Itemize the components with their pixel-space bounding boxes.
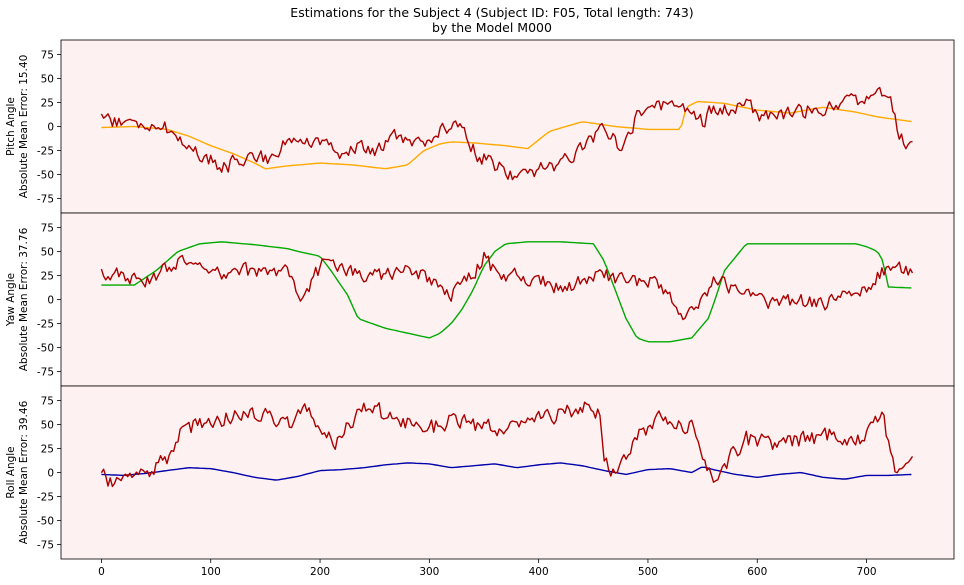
panel-roll-xtick-label: 300 xyxy=(419,566,439,578)
panel-roll-ytick-label: 25 xyxy=(41,443,54,455)
panel-roll-ytick-label: -25 xyxy=(37,492,54,504)
panel-roll-xtick-label: 400 xyxy=(529,566,549,578)
panel-pitch-ground_truth-line xyxy=(101,100,912,170)
panel-roll-background xyxy=(61,386,954,559)
panel-yaw-ytick-label: 0 xyxy=(47,295,54,307)
panel-yaw-ytick-label: -25 xyxy=(37,319,54,331)
panel-pitch-ytick-label: 50 xyxy=(41,73,54,85)
panel-yaw-ytick-label: -50 xyxy=(37,343,54,355)
panel-roll-ylabel-line2: Absolute Mean Error: 39.46 xyxy=(18,400,30,544)
panel-yaw-ytick-label: 50 xyxy=(41,246,54,258)
panel-roll-ytick-label: -50 xyxy=(37,516,54,528)
panel-roll-ytick-label: 0 xyxy=(47,468,54,480)
panel-roll-ground_truth-line xyxy=(101,462,912,481)
panel-roll-estimate-line xyxy=(100,401,914,488)
panel-yaw-background xyxy=(61,213,954,386)
panel-pitch-ytick-label: 0 xyxy=(47,122,54,134)
panel-pitch-ytick-label: -50 xyxy=(37,170,54,182)
panel-pitch-ytick-label: -75 xyxy=(37,194,54,206)
panel-yaw-ground_truth-line xyxy=(101,241,912,343)
panel-roll-xtick-label: 700 xyxy=(857,566,877,578)
panel-pitch-background xyxy=(61,40,954,213)
panel-yaw-ytick-label: 75 xyxy=(41,222,54,234)
panel-roll-xtick-label: 500 xyxy=(638,566,658,578)
panel-roll-ytick-label: 50 xyxy=(41,419,54,431)
panel-yaw-ytick-label: 25 xyxy=(41,270,54,282)
panel-pitch-ytick-label: 25 xyxy=(41,97,54,109)
panel-pitch-ytick-label: -25 xyxy=(37,146,54,158)
panel-pitch-ylabel-line1: Pitch Angle xyxy=(5,97,17,156)
panel-roll-ytick-label: 75 xyxy=(41,395,54,407)
chart-title-line1: Estimations for the Subject 4 (Subject I… xyxy=(290,5,693,20)
panel-yaw-estimate-line xyxy=(100,251,914,321)
panel-yaw-ylabel-line2: Absolute Mean Error: 37.76 xyxy=(18,227,30,371)
panel-yaw-ylabel-line1: Yaw Angle xyxy=(5,273,17,327)
panel-roll-ylabel-line1: Roll Angle xyxy=(5,446,17,498)
panel-roll-xtick-label: 200 xyxy=(310,566,330,578)
panel-roll-xtick-label: 100 xyxy=(201,566,221,578)
panel-yaw-ytick-label: -75 xyxy=(37,367,54,379)
chart-title-line2: by the Model M000 xyxy=(432,20,552,35)
panel-pitch-ytick-label: 75 xyxy=(41,49,54,61)
panel-pitch-ylabel-line2: Absolute Mean Error: 15.40 xyxy=(18,55,30,199)
panel-roll-xtick-label: 600 xyxy=(747,566,767,578)
panel-roll-ytick-label: -75 xyxy=(37,540,54,552)
panel-roll-xtick-label: 0 xyxy=(98,566,105,578)
panel-pitch-estimate-line xyxy=(100,86,913,181)
